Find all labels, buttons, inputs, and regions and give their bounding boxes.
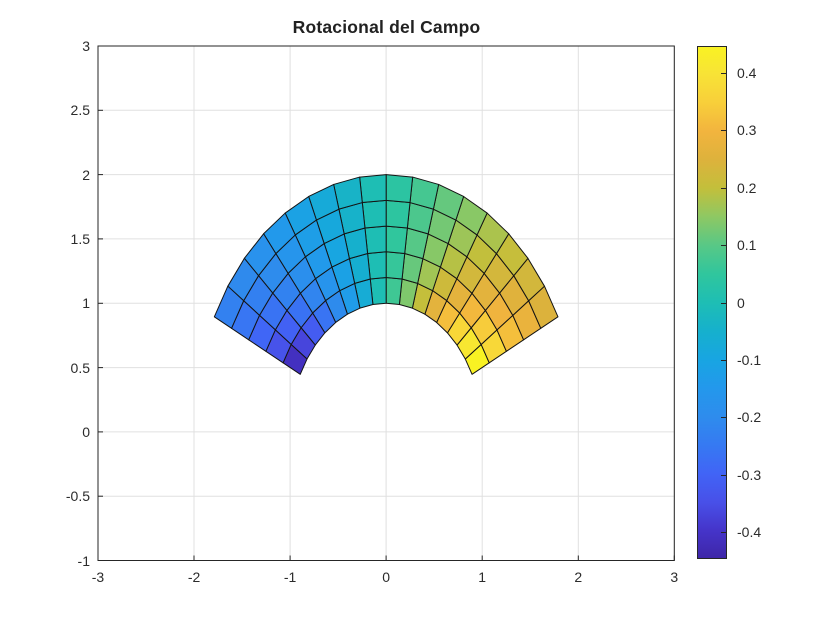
pcolor-cell — [385, 174, 414, 204]
y-tick-label: 1 — [82, 295, 90, 312]
pcolor-cell — [361, 199, 387, 229]
colorbar-tick-label: 0.3 — [737, 122, 757, 139]
colorbar-tick-label: 0.1 — [737, 237, 757, 254]
pcolor-cell — [385, 199, 411, 229]
colorbar-tick-mark — [721, 130, 726, 132]
y-tick-label: 1.5 — [70, 230, 90, 247]
x-tick-label: 3 — [670, 569, 679, 585]
colorbar-tick-mark — [721, 73, 726, 75]
pcolor-cell — [385, 251, 406, 280]
pcolor-cell — [367, 251, 387, 280]
colorbar-tick-mark — [721, 302, 726, 304]
x-tick-label: -2 — [187, 569, 201, 585]
colorbar-tick-label: -0.4 — [737, 523, 762, 540]
colorbar-tick-mark — [721, 417, 726, 419]
colorbar-tick-label: 0.4 — [737, 65, 757, 82]
colorbar-tick-mark — [721, 359, 726, 361]
y-tick-label: -0.5 — [65, 488, 90, 505]
pcolor-cell — [385, 277, 403, 305]
colorbar — [697, 46, 727, 559]
y-tick-label: -1 — [77, 552, 90, 569]
x-tick-label: 2 — [574, 569, 583, 585]
x-tick-label: -1 — [283, 569, 297, 585]
colorbar-tick-mark — [721, 245, 726, 247]
colorbar-tick-label: -0.1 — [737, 351, 762, 368]
colorbar-tick-label: -0.3 — [737, 466, 762, 483]
pcolor-cell — [385, 225, 408, 255]
colorbar-tick-label: 0.2 — [737, 179, 757, 196]
y-tick-label: 2 — [82, 166, 90, 183]
plot-title: Rotacional del Campo — [292, 17, 481, 37]
y-tick-label: 3 — [82, 38, 90, 54]
y-tick-label: 2.5 — [70, 102, 90, 119]
colorbar-tick-mark — [721, 474, 726, 476]
colorbar-tick-mark — [721, 531, 726, 533]
y-tick-label: 0 — [82, 423, 90, 440]
pcolor-cell — [359, 174, 387, 204]
x-tick-label: 1 — [478, 569, 487, 585]
colorbar-tick-mark — [721, 187, 726, 189]
colorbar-tick-label: 0 — [737, 294, 745, 311]
x-tick-label: -3 — [91, 569, 105, 585]
colorbar-tick-label: -0.2 — [737, 409, 762, 426]
pcolor-cell — [364, 225, 387, 255]
pcolor-cell — [213, 285, 245, 329]
y-tick-label: 0.5 — [70, 359, 90, 376]
x-tick-label: 0 — [382, 569, 391, 585]
